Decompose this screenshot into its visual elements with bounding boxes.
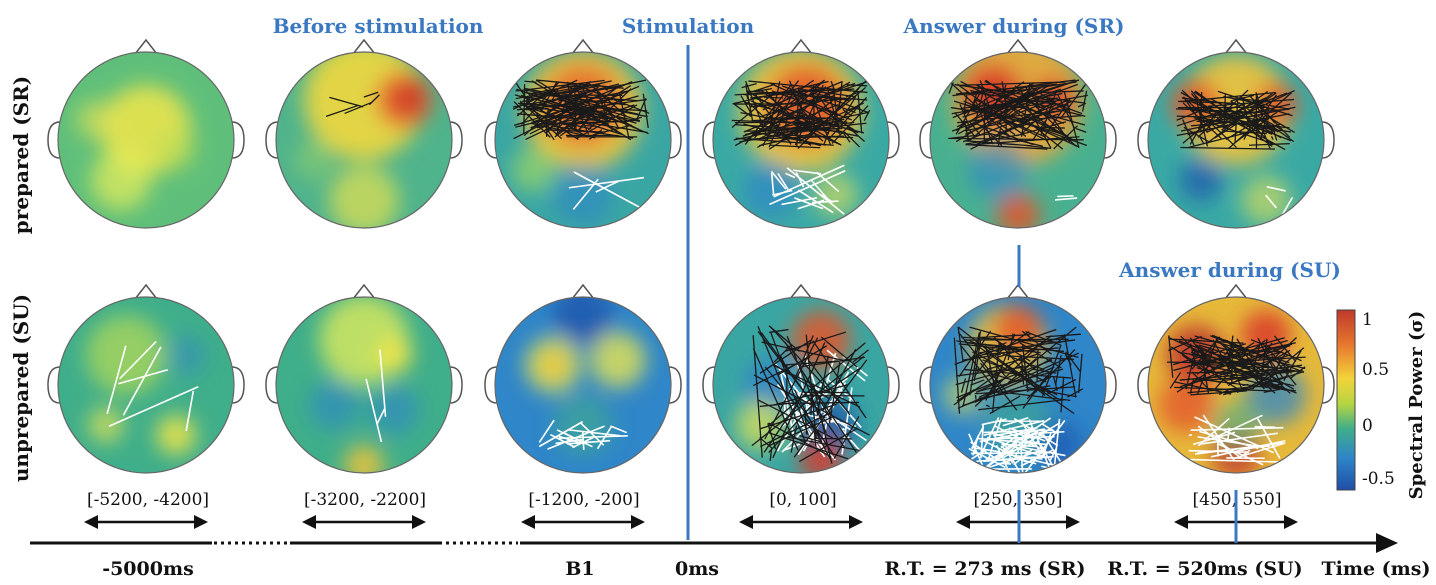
spectral-map	[1148, 297, 1324, 480]
row-label-prepared: prepared (SR)	[9, 76, 33, 234]
window-arrow-3	[521, 515, 645, 529]
scalp-map-unprepared-2	[266, 285, 462, 485]
scalp-map-unprepared-5	[920, 285, 1116, 475]
spectral-map	[1148, 52, 1324, 228]
scalp-map-unprepared-3	[485, 285, 681, 473]
spectral-map	[495, 285, 671, 473]
scalp-map-prepared-4	[703, 40, 899, 228]
time-label-b1: B1	[565, 558, 594, 580]
colorbar-tick-neg-0-5: -0.5	[1362, 469, 1395, 489]
window-arrows	[84, 515, 1298, 529]
spectral-map	[930, 35, 1106, 237]
colorbar-tick-1: 1	[1362, 310, 1373, 330]
window-label-2: [-3200, -2200]	[304, 490, 426, 510]
window-arrow-4	[739, 515, 863, 529]
scalp-map-prepared-6	[1138, 40, 1334, 228]
scalp-map-unprepared-6	[1138, 285, 1334, 480]
spectral-map	[713, 48, 889, 228]
header-answer-sr: Answer during (SR)	[903, 14, 1125, 38]
header-before-stimulation: Before stimulation	[273, 14, 484, 38]
time-label-0ms: 0ms	[675, 558, 719, 580]
colorbar-title: Spectral Power (σ)	[1406, 311, 1427, 500]
spectral-map	[58, 52, 234, 228]
spectral-map	[276, 40, 452, 235]
window-label-1: [-5200, -4200]	[87, 490, 209, 510]
spectral-map	[58, 297, 234, 473]
window-label-4: [0, 100]	[769, 490, 836, 510]
time-label-5000ms: -5000ms	[102, 558, 194, 580]
window-arrow-1	[84, 515, 208, 529]
colorbar	[1337, 310, 1355, 490]
scalp-map-prepared-2	[266, 40, 462, 235]
scalp-map-unprepared-1	[48, 285, 244, 473]
spectral-map	[713, 297, 889, 482]
scalp-map-unprepared-4	[703, 285, 899, 482]
scalp-map-prepared-3	[485, 40, 681, 228]
spectral-map	[276, 295, 452, 485]
row-label-unprepared: unprepared (SU)	[9, 294, 33, 482]
header-stimulation: Stimulation	[622, 14, 755, 38]
window-label-3: [-1200, -200]	[528, 490, 639, 510]
header-answer-su: Answer during (SU)	[1118, 258, 1341, 282]
colorbar-tick-0-5: 0.5	[1362, 360, 1389, 380]
scalp-map-prepared-1	[48, 40, 244, 228]
colorbar-tick-0: 0	[1362, 416, 1373, 436]
time-label-rt-sr: R.T. = 273 ms (SR)	[884, 558, 1085, 580]
scalp-map-prepared-5	[920, 35, 1116, 237]
time-axis-label: Time (ms)	[1322, 558, 1431, 580]
time-axis-arrowhead	[1376, 533, 1398, 553]
time-label-rt-su: R.T. = 520ms (SU)	[1107, 558, 1302, 580]
window-arrow-2	[302, 515, 426, 529]
